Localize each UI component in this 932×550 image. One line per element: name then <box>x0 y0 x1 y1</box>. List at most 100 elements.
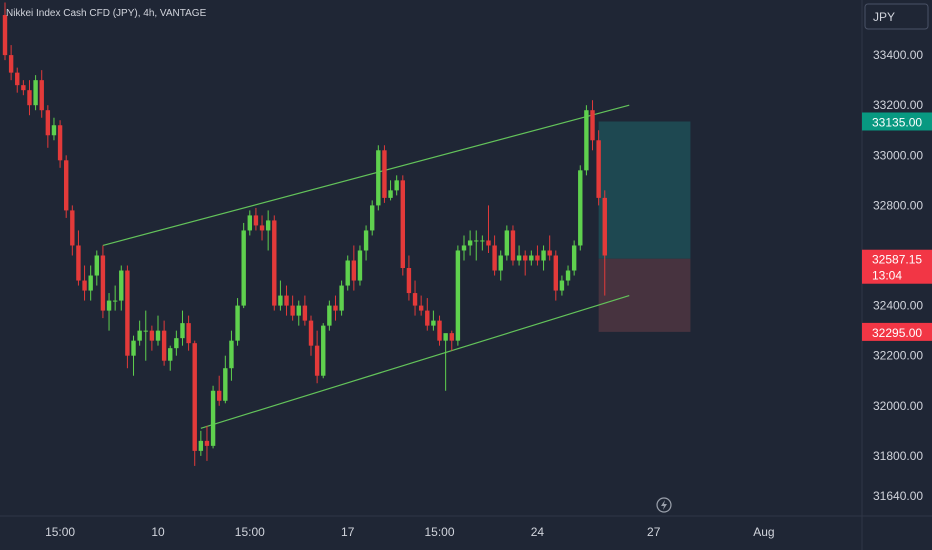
candle <box>541 245 546 271</box>
candle-body <box>516 255 522 261</box>
candle <box>112 285 118 311</box>
price-tag[interactable]: 32295.00 <box>862 322 932 341</box>
candle-body <box>467 240 473 246</box>
candle <box>565 265 571 286</box>
candle-body <box>474 240 479 242</box>
candle-body <box>247 215 252 231</box>
candle-body <box>265 220 271 231</box>
price-tag[interactable]: 33135.00 <box>862 112 932 131</box>
candle <box>106 293 112 331</box>
time-tick-label: Aug <box>753 525 774 539</box>
candle-body <box>290 305 295 316</box>
price-tag[interactable]: 32587.15 13:04 <box>862 249 932 284</box>
candle <box>480 235 485 251</box>
price-tag-value: 32295.00 <box>872 326 922 340</box>
candle-body <box>2 15 8 56</box>
price-tick-label: 33000.00 <box>873 148 923 162</box>
candle-body <box>492 245 497 271</box>
candle-body <box>284 295 289 306</box>
price-axis[interactable]: 33400.00 33200.00 33000.00 32800.00 32400.00… <box>873 48 923 503</box>
channel-lower-line[interactable] <box>200 294 630 429</box>
candle <box>241 222 246 309</box>
candle <box>21 80 26 96</box>
candle-body <box>180 323 185 339</box>
candle-body <box>565 270 571 281</box>
candle <box>455 245 461 346</box>
replay-icon[interactable] <box>656 497 672 513</box>
candle <box>412 280 418 316</box>
candle <box>33 75 38 111</box>
candle-body <box>82 280 87 291</box>
candle-body <box>406 268 412 294</box>
candle <box>370 200 375 236</box>
candle <box>27 80 32 116</box>
candle <box>443 333 448 391</box>
candle <box>486 205 491 253</box>
candle <box>290 295 295 321</box>
candle-body <box>345 260 350 286</box>
candle <box>198 430 204 456</box>
candle-body <box>21 85 26 91</box>
candle <box>492 235 497 276</box>
currency-label: JPY <box>873 10 895 24</box>
candle <box>64 155 69 218</box>
candle <box>523 250 528 276</box>
price-tag-box <box>862 249 932 284</box>
candle <box>388 180 393 201</box>
price-tick-label: 32400.00 <box>873 299 923 313</box>
price-tick-label: 32800.00 <box>873 198 923 212</box>
candle-body <box>578 170 583 246</box>
candle-body <box>584 110 589 171</box>
candle-body <box>571 245 577 271</box>
candle <box>321 323 326 379</box>
candle <box>119 265 124 311</box>
candle <box>149 325 155 351</box>
candle <box>278 280 283 311</box>
candle <box>302 295 308 326</box>
price-tick-label: 31640.00 <box>873 489 923 503</box>
candle-body <box>57 125 63 161</box>
time-tick-label: 17 <box>341 525 355 539</box>
candle-body <box>76 245 81 281</box>
candle <box>180 310 185 346</box>
candle-body <box>64 160 69 211</box>
candle <box>253 207 259 231</box>
stop-zone[interactable] <box>598 258 691 332</box>
candle <box>210 385 216 449</box>
candle-body <box>321 325 326 376</box>
candle <box>571 240 577 276</box>
candle-body <box>363 230 369 251</box>
candle-body <box>547 250 552 256</box>
candle-body <box>137 330 142 341</box>
candle <box>529 250 534 266</box>
candle <box>314 330 320 384</box>
time-tick-label: 15:00 <box>45 525 75 539</box>
candle-body <box>504 230 510 256</box>
candle-body <box>161 330 167 361</box>
candle <box>437 315 442 346</box>
chart-title: Nikkei Index Cash CFD (JPY), 4h, VANTAGE <box>6 8 207 19</box>
candle <box>272 215 277 311</box>
candle <box>296 300 301 326</box>
candle <box>131 335 136 376</box>
candle-body <box>400 180 405 269</box>
candle <box>284 285 289 316</box>
channel-upper-line[interactable] <box>102 104 630 247</box>
price-tag-countdown: 13:04 <box>872 269 902 283</box>
time-tick-label: 15:00 <box>235 525 265 539</box>
candle-body <box>480 240 485 242</box>
candle <box>431 310 436 331</box>
candle <box>590 100 595 151</box>
time-axis[interactable]: 15:00 10 15:00 17 15:00 24 27 Aug <box>45 525 774 539</box>
candle <box>229 330 234 381</box>
candle <box>333 295 338 321</box>
candle <box>125 265 130 369</box>
candle <box>45 105 51 148</box>
target-zone[interactable] <box>598 121 691 259</box>
candle-body <box>535 255 540 261</box>
candle <box>474 230 479 261</box>
candle-body <box>8 55 14 73</box>
currency-button[interactable]: JPY <box>864 3 929 30</box>
candle <box>88 265 93 301</box>
